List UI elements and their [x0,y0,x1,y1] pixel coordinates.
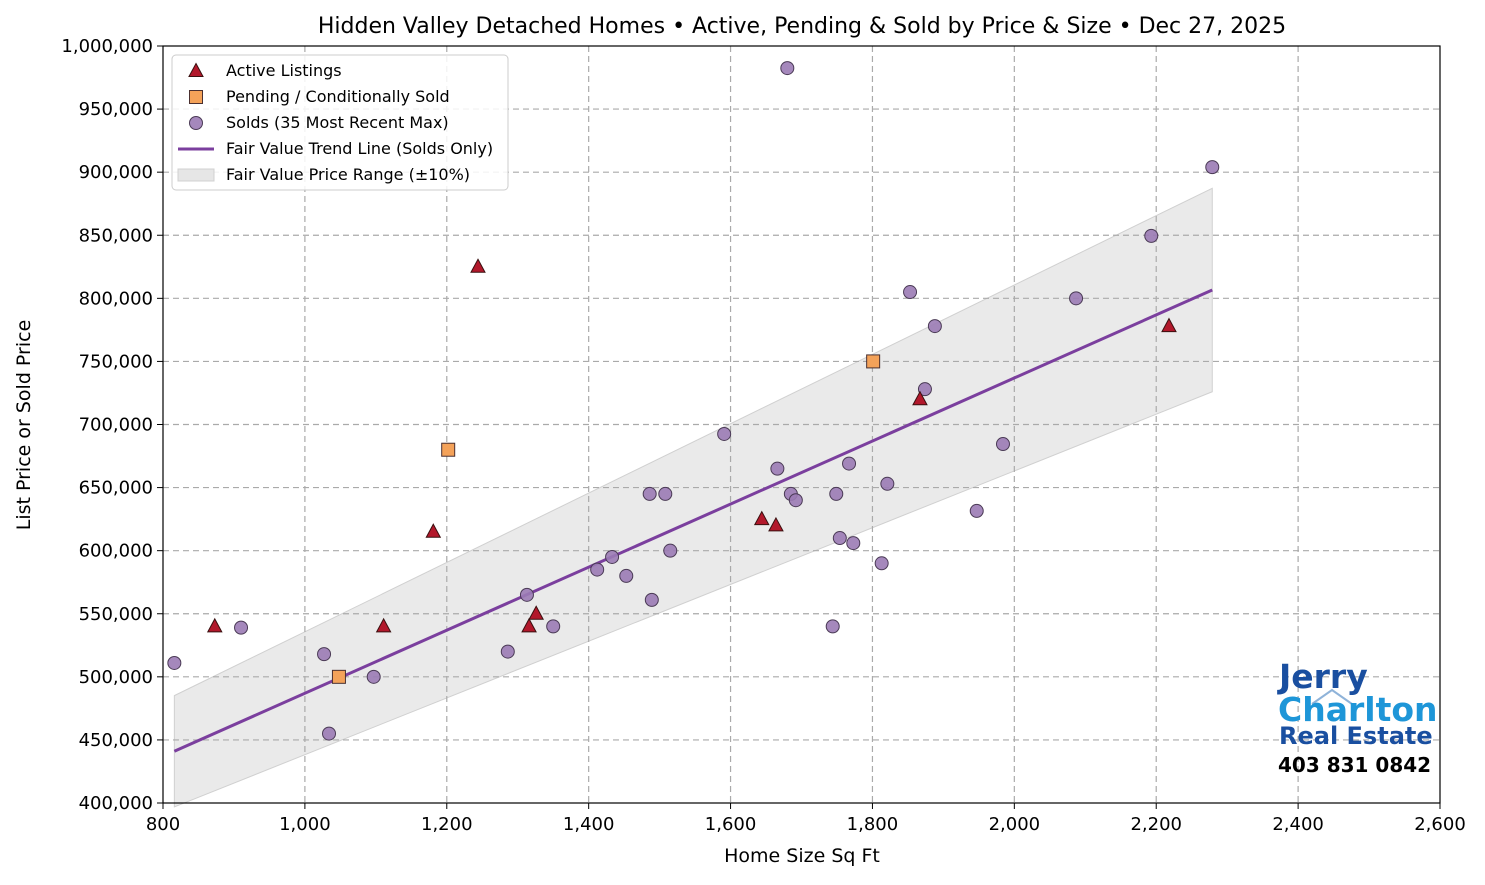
sold-point [995,437,1010,452]
y-tick-label: 500,000 [79,667,153,688]
legend-marker [188,62,204,77]
y-tick-label: 700,000 [79,415,153,436]
sold-point [663,543,678,558]
y-tick-label: 650,000 [79,478,153,499]
fair-value-trend-line [173,288,1213,753]
active-listing-point [375,617,392,633]
y-tick-label: 800,000 [79,288,153,309]
logo-roof-icon [1311,688,1353,705]
sold-point [519,587,534,602]
x-axis-label: Home Size Sq Ft [724,845,880,867]
legend-band-swatch [177,168,215,182]
sold-point [1144,228,1159,243]
sold-point [366,669,381,684]
y-tick-label: 450,000 [79,730,153,751]
legend-label: Fair Value Trend Line (Solds Only) [226,139,493,158]
sold-point [322,726,337,741]
sold-point [846,536,861,551]
logo-line2: Charlton [1278,690,1438,729]
x-tick-label: 2,400 [1272,814,1324,835]
sold-point [917,382,932,397]
sold-point [167,655,182,670]
y-tick-label: 550,000 [79,604,153,625]
x-tick-label: 1,400 [563,814,615,835]
y-tick-label: 600,000 [79,541,153,562]
sold-point [780,61,795,76]
pending-point [331,669,346,684]
x-tick-label: 2,000 [989,814,1041,835]
sold-point [874,556,889,571]
sold-point [832,531,847,546]
y-axis-label: List Price or Sold Price [13,320,35,531]
active-listing-point [470,258,486,273]
sold-point [788,493,803,508]
y-tick-label: 900,000 [79,162,153,183]
sold-point [546,619,561,634]
sold-point [642,486,657,501]
x-tick-label: 2,200 [1130,814,1182,835]
x-tick-label: 1,000 [279,814,331,835]
sold-point [1205,160,1220,175]
legend-box [171,54,509,191]
legend-marker [189,116,203,130]
logo-line1: Jerry [1277,657,1368,696]
active-listing-point [425,523,442,538]
x-tick-label: 1,600 [705,814,757,835]
fair-value-band [173,187,1213,808]
y-tick-label: 1,000,000 [61,36,153,57]
legend-marker [189,90,203,104]
chart-title: Hidden Valley Detached Homes • Active, P… [318,14,1286,39]
active-listing-point [912,390,928,406]
active-listing-point [768,516,784,532]
sold-point [605,549,620,564]
sold-point [842,456,857,471]
x-tick-label: 800 [146,814,180,835]
legend: Active Listings Pending / Conditionally S… [171,54,509,191]
x-tick-label: 2,600 [1414,814,1466,835]
active-listing-point [206,617,223,633]
sold-point [500,644,515,659]
active-listing-point [528,605,545,620]
legend-label: Pending / Conditionally Sold [226,87,450,106]
sold-point [927,319,942,334]
active-listing-point [1161,317,1177,333]
sold-point [317,647,332,662]
logo: Jerry Charlton Real Estate 403 831 0842 [1277,657,1438,777]
active-listing-point [521,617,537,633]
y-tick-label: 850,000 [79,225,153,246]
active-listing-point [753,510,770,526]
sold-point [1069,291,1084,306]
sold-point [590,562,605,577]
legend-label: Fair Value Price Range (±10%) [226,165,470,184]
sold-point [825,619,840,634]
sold-point [903,285,918,300]
sold-point [658,486,673,501]
sold-point [880,476,895,491]
legend-label: Solds (35 Most Recent Max) [226,113,449,132]
logo-phone: 403 831 0842 [1278,753,1431,777]
sold-point [234,620,249,635]
x-tick-label: 1,800 [847,814,899,835]
sold-point [770,461,785,476]
y-tick-label: 750,000 [79,351,153,372]
sold-point [619,568,634,583]
sold-point [717,426,732,441]
logo-line3: Real Estate [1279,722,1433,750]
legend-label: Active Listings [226,61,342,80]
x-tick-label: 1,200 [421,814,473,835]
sold-point [969,503,984,518]
pending-point [866,354,881,369]
sold-point [829,486,844,501]
pending-point [441,442,456,457]
y-tick-label: 400,000 [79,793,153,814]
y-tick-label: 950,000 [79,99,153,120]
sold-point [644,592,659,607]
